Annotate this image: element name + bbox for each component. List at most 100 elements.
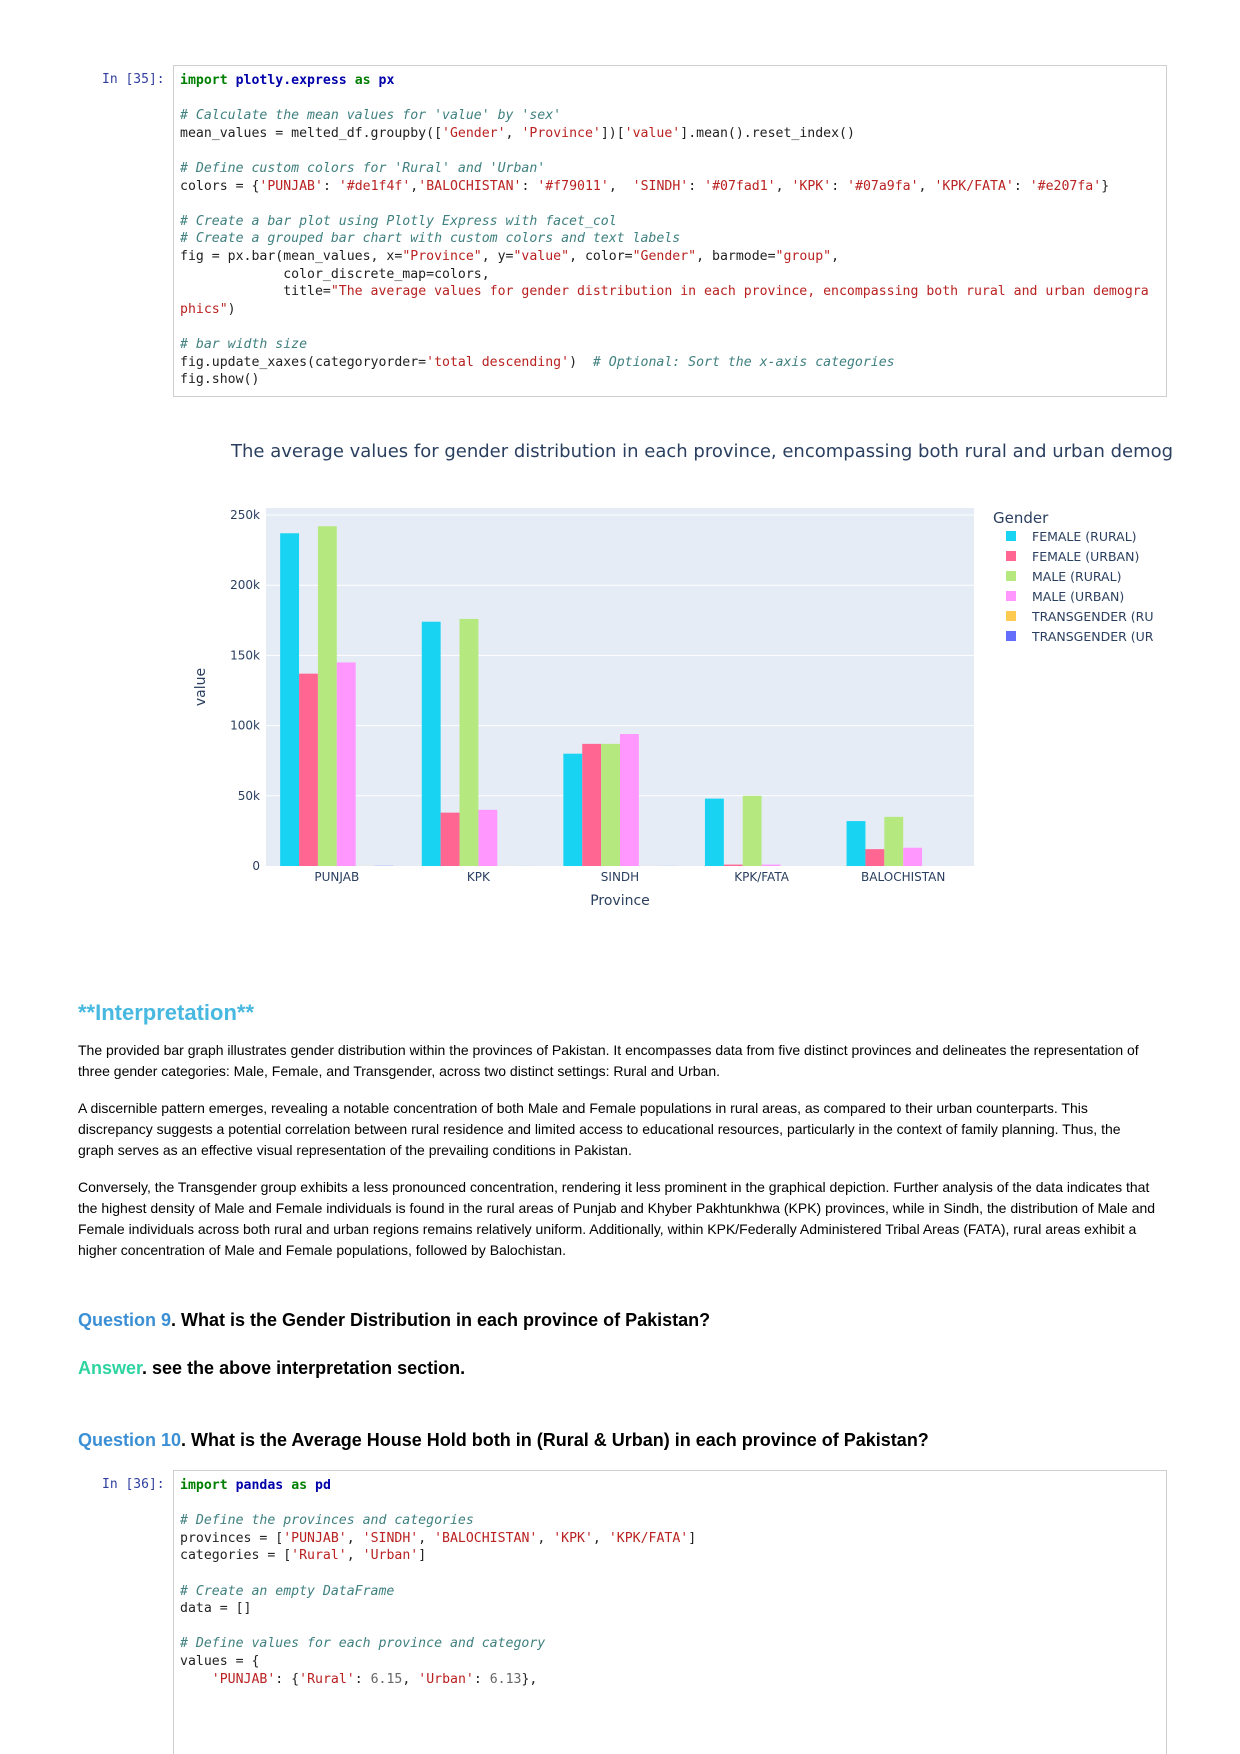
bar: [903, 847, 923, 866]
paragraph-1: The provided bar graph illustrates gende…: [78, 1042, 1139, 1079]
code-token: ]: [418, 1548, 427, 1564]
legend-item: MALE (RURAL): [1032, 569, 1121, 584]
bar: [317, 526, 337, 866]
code-token: '#07fad1': [704, 178, 776, 194]
bar: [299, 673, 318, 866]
code-token: # Optional: Sort the x-axis categories: [592, 354, 895, 370]
code-token: ].mean().reset_index(): [680, 125, 855, 141]
x-tick-label: BALOCHISTAN: [861, 870, 945, 884]
bar: [620, 734, 639, 866]
code-token: ,: [346, 1530, 363, 1546]
code-token: }: [1101, 178, 1110, 194]
code-token: 'Urban': [362, 1548, 419, 1564]
code-token: 'KPK/FATA': [608, 1530, 689, 1546]
code-token: :: [322, 178, 339, 194]
bar-chart: The average values for gender distributi…: [193, 441, 1173, 909]
code-token: "Gender": [632, 248, 697, 264]
code-line: [180, 1495, 1160, 1513]
code-cell[interactable]: import pandas as pd # Define the province…: [173, 1470, 1167, 1754]
code-token: [228, 73, 236, 88]
code-line: # Create a grouped bar chart with custom…: [180, 230, 1160, 248]
code-token: px: [378, 73, 395, 88]
bar: [459, 618, 479, 866]
legend-swatch: [1006, 531, 1016, 541]
code-line: [180, 195, 1160, 213]
code-token: # Create an empty DataFrame: [180, 1583, 395, 1599]
legend-swatch: [1006, 611, 1016, 621]
code-token: categories = [: [180, 1548, 292, 1564]
code-line: data = []: [180, 1600, 1160, 1618]
question-9-label: Question 9: [78, 1310, 172, 1330]
code-token: plotly.express: [235, 73, 347, 88]
code-token: # Create a bar plot using Plotly Express…: [180, 213, 617, 229]
code-token: ]: [688, 1530, 697, 1546]
paragraph-2: A discernible pattern emerges, revealing…: [78, 1100, 1121, 1158]
code-token: :: [688, 178, 705, 194]
code-token: ,: [831, 248, 840, 264]
code-editor[interactable]: import plotly.express as px # Calculate t…: [180, 72, 1160, 389]
code-editor[interactable]: import pandas as pd # Define the province…: [180, 1477, 1160, 1688]
code-token: [283, 1478, 291, 1493]
code-token: ,: [505, 125, 522, 141]
code-token: 'BALOCHISTAN': [434, 1530, 538, 1546]
code-token: # Create a grouped bar chart with custom…: [180, 231, 681, 247]
code-token: '#e207fa': [1029, 178, 1102, 194]
code-line: [180, 90, 1160, 108]
bar: [761, 864, 781, 866]
code-token: [371, 73, 379, 88]
code-token: ): [569, 354, 593, 370]
code-token: ])[: [600, 125, 625, 141]
y-tick-label: 200k: [230, 578, 260, 592]
code-token: provinces = [: [180, 1530, 284, 1546]
code-token: pd: [315, 1478, 331, 1493]
bar: [704, 798, 724, 866]
legend-item: MALE (URBAN): [1032, 589, 1124, 604]
paragraph-3: Conversely, the Transgender group exhibi…: [78, 1179, 1156, 1258]
code-line: [180, 142, 1160, 160]
code-line: mean_values = melted_df.groupby(['Gender…: [180, 125, 1160, 143]
bar: [478, 809, 498, 866]
code-token: # Define values for each province and ca…: [180, 1636, 546, 1652]
bar: [582, 743, 602, 866]
y-tick-label: 150k: [230, 648, 260, 662]
bar: [846, 821, 866, 866]
code-token: "Province": [402, 248, 482, 264]
legend-swatch: [1006, 571, 1016, 581]
question-9-text: . What is the Gender Distribution in eac…: [171, 1310, 711, 1330]
code-line: [180, 318, 1160, 336]
code-cell[interactable]: import plotly.express as px # Calculate t…: [173, 65, 1167, 397]
code-line: # Define the provinces and categories: [180, 1512, 1160, 1530]
bar: [336, 662, 356, 866]
legend-swatch: [1006, 551, 1016, 561]
code-token: , color=: [569, 248, 633, 264]
code-line: categories = ['Rural', 'Urban']: [180, 1547, 1160, 1565]
code-token: 'KPK': [553, 1530, 593, 1546]
code-token: "group": [775, 248, 832, 264]
code-token: , barmode=: [696, 248, 776, 264]
code-token: ): [227, 301, 236, 317]
code-token: 'PUNJAB': [259, 178, 323, 194]
code-line: 'PUNJAB': {'Rural': 6.15, 'Urban': 6.13}…: [180, 1671, 1160, 1689]
bar: [440, 812, 460, 866]
code-token: fig.update_xaxes(categoryorder=: [180, 354, 427, 370]
cell-prompt: In [35]:: [102, 72, 165, 87]
code-token: 'Rural': [299, 1671, 355, 1687]
bar: [280, 533, 300, 866]
code-token: 'BALOCHISTAN': [418, 178, 522, 194]
answer-9: Answer. see the above interpretation sec…: [78, 1358, 465, 1379]
bar: [865, 849, 885, 866]
code-token: 'Rural': [291, 1548, 347, 1564]
code-token: 6.13: [489, 1671, 522, 1687]
question-10: Question 10. What is the Average House H…: [78, 1430, 929, 1451]
code-token: [347, 73, 355, 88]
code-token: ,: [918, 178, 935, 194]
legend-item: TRANSGENDER (UR: [1031, 629, 1154, 644]
code-line: [180, 1618, 1160, 1636]
y-axis-label: value: [193, 668, 209, 706]
code-token: 'PUNJAB': [283, 1530, 347, 1546]
code-token: :: [354, 1671, 371, 1687]
y-tick-label: 250k: [230, 508, 260, 522]
legend-title: Gender: [993, 509, 1049, 527]
code-token: data = []: [180, 1601, 252, 1617]
answer-9-label: Answer: [78, 1358, 143, 1378]
